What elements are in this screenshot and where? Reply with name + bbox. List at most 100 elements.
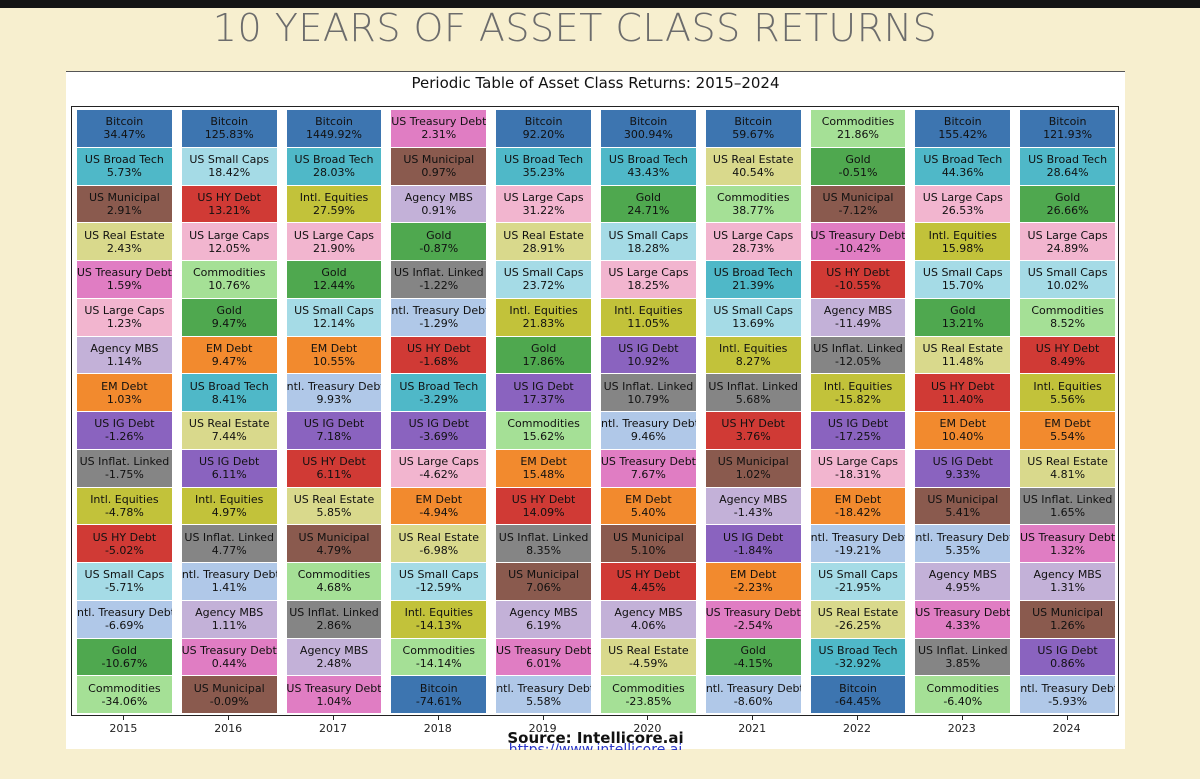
cell-asset-label: Bitcoin — [629, 115, 668, 129]
cell-asset-label: EM Debt — [205, 341, 253, 355]
cell-2023-us-large-caps: US Large Caps 26.53% — [915, 185, 1011, 223]
cell-2016-us-real-estate: US Real Estate 7.44% — [181, 412, 277, 449]
cell-2018-us-ig-debt: US IG Debt -3.69% — [391, 412, 487, 449]
cell-2021-intl-equities: Intl. Equities 8.27% — [705, 336, 801, 374]
cell-asset-label: EM Debt — [1044, 417, 1091, 431]
panel-top-rule — [66, 71, 1125, 72]
cell-return-value: 15.70% — [941, 279, 984, 293]
cell-return-value: 28.91% — [522, 241, 565, 255]
cell-return-value: 1.59% — [106, 279, 142, 293]
cell-asset-label: Intl. Treasury Debt — [915, 530, 1011, 544]
cell-2020-us-ig-debt: US IG Debt 10.92% — [601, 336, 696, 374]
cell-asset-label: Intl. Treasury Debt — [705, 681, 801, 695]
cell-asset-label: Intl. Treasury Debt — [77, 606, 172, 620]
cell-return-value: -6.40% — [943, 694, 983, 708]
cell-asset-label: Agency MBS — [299, 643, 369, 657]
cell-asset-label: Gold — [111, 643, 138, 657]
cell-asset-label: US IG Debt — [1037, 643, 1098, 657]
cell-asset-label: US Broad Tech — [294, 153, 374, 167]
cell-return-value: 28.64% — [1046, 166, 1089, 180]
cell-asset-label: US Real Estate — [922, 341, 1004, 355]
cell-return-value: 3.76% — [735, 430, 771, 444]
cell-2022-us-treasury-debt: US Treasury Debt -10.42% — [810, 223, 906, 260]
cell-asset-label: US IG Debt — [618, 341, 679, 355]
cell-return-value: -12.05% — [835, 354, 881, 368]
cell-return-value: -32.92% — [835, 656, 881, 670]
cell-2023-us-municipal: US Municipal 5.41% — [915, 487, 1011, 525]
cell-2015-us-broad-tech: US Broad Tech 5.73% — [77, 147, 172, 185]
cell-asset-label: US Municipal — [193, 681, 265, 695]
cell-asset-label: Agency MBS — [928, 568, 997, 582]
cell-asset-label: US Treasury Debt — [391, 115, 487, 129]
cell-return-value: -12.59% — [415, 581, 462, 595]
cell-return-value: 5.35% — [945, 543, 981, 557]
cell-asset-label: US Small Caps — [294, 304, 374, 318]
cell-return-value: 5.68% — [735, 392, 771, 406]
cell-asset-label: US Large Caps — [189, 228, 270, 242]
cell-2021-us-municipal: US Municipal 1.02% — [705, 449, 801, 487]
cell-2015-us-municipal: US Municipal 2.91% — [77, 185, 172, 223]
x-tick — [961, 716, 963, 720]
cell-asset-label: US Municipal — [822, 190, 894, 204]
cell-2024-gold: Gold 26.66% — [1020, 185, 1115, 223]
cell-asset-label: US HY Debt — [721, 417, 785, 431]
cell-return-value: -5.93% — [1048, 694, 1088, 708]
cell-asset-label: US Real Estate — [84, 228, 165, 242]
cell-asset-label: US Inflat. Linked — [708, 379, 798, 393]
cell-asset-label: US Municipal — [1032, 606, 1104, 620]
cell-asset-label: EM Debt — [310, 341, 358, 355]
cell-return-value: -2.54% — [733, 619, 773, 633]
cell-asset-label: US Real Estate — [817, 606, 899, 620]
cell-2023-em-debt: EM Debt 10.40% — [915, 412, 1011, 449]
cell-2016-em-debt: EM Debt 9.47% — [181, 336, 277, 374]
cell-asset-label: Commodities — [297, 568, 371, 582]
cell-asset-label: Bitcoin — [315, 115, 353, 129]
cell-asset-label: US Large Caps — [608, 266, 689, 280]
cell-2016-gold: Gold 9.47% — [181, 298, 277, 336]
cell-2018-agency-mbs: Agency MBS 0.91% — [391, 185, 487, 223]
cell-2022-us-hy-debt: US HY Debt -10.55% — [810, 261, 906, 298]
cell-asset-label: Gold — [530, 341, 557, 355]
cell-return-value: 2.91% — [106, 203, 142, 217]
cell-2019-us-hy-debt: US HY Debt 14.09% — [496, 487, 591, 525]
cell-return-value: 26.53% — [941, 203, 984, 217]
cell-asset-label: US Broad Tech — [399, 379, 479, 393]
cell-return-value: 7.67% — [630, 468, 666, 482]
cell-asset-label: US Broad Tech — [84, 153, 164, 167]
cell-return-value: 17.37% — [522, 392, 565, 406]
source-link[interactable]: https://www.intellicore.ai — [508, 742, 683, 750]
cell-asset-label: Intl. Equities — [90, 492, 159, 506]
cell-return-value: 12.05% — [208, 241, 251, 255]
cell-return-value: 4.68% — [316, 581, 352, 595]
cell-asset-label: Gold — [426, 228, 452, 242]
cell-return-value: 13.21% — [941, 317, 984, 331]
cell-2015-gold: Gold -10.67% — [77, 638, 172, 676]
cell-2016-bitcoin: Bitcoin 125.83% — [181, 110, 277, 147]
cell-2017-intl-treasury-debt: Intl. Treasury Debt 9.93% — [286, 374, 382, 411]
cell-2016-intl-equities: Intl. Equities 4.97% — [181, 487, 277, 525]
x-tick — [437, 716, 439, 720]
cell-return-value: 9.93% — [316, 392, 352, 406]
cell-return-value: -3.29% — [419, 392, 459, 406]
cell-2022-us-large-caps: US Large Caps -18.31% — [810, 449, 906, 487]
cell-asset-label: EM Debt — [834, 492, 882, 506]
cell-2016-us-municipal: US Municipal -0.09% — [181, 676, 277, 713]
top-bar — [0, 0, 1200, 8]
cell-asset-label: US Small Caps — [503, 266, 584, 280]
cell-asset-label: Agency MBS — [195, 606, 264, 620]
cell-asset-label: US Small Caps — [922, 266, 1003, 280]
cell-asset-label: EM Debt — [729, 568, 777, 582]
cell-return-value: -10.55% — [835, 279, 881, 293]
cell-return-value: 5.41% — [945, 505, 981, 519]
slide-title: 10 YEARS OF ASSET CLASS RETURNS — [212, 6, 938, 50]
cell-2023-us-ig-debt: US IG Debt 9.33% — [915, 449, 1011, 487]
cell-2017-bitcoin: Bitcoin 1449.92% — [286, 110, 382, 147]
cell-return-value: 10.76% — [208, 279, 251, 293]
cell-return-value: -34.06% — [101, 694, 148, 708]
cell-asset-label: US Municipal — [88, 190, 160, 204]
cell-2024-us-small-caps: US Small Caps 10.02% — [1020, 261, 1115, 298]
cell-asset-label: US Inflat. Linked — [289, 606, 379, 620]
cell-asset-label: Commodities — [716, 190, 790, 204]
cell-asset-label: US Treasury Debt — [286, 681, 382, 695]
cell-2016-us-large-caps: US Large Caps 12.05% — [181, 223, 277, 260]
